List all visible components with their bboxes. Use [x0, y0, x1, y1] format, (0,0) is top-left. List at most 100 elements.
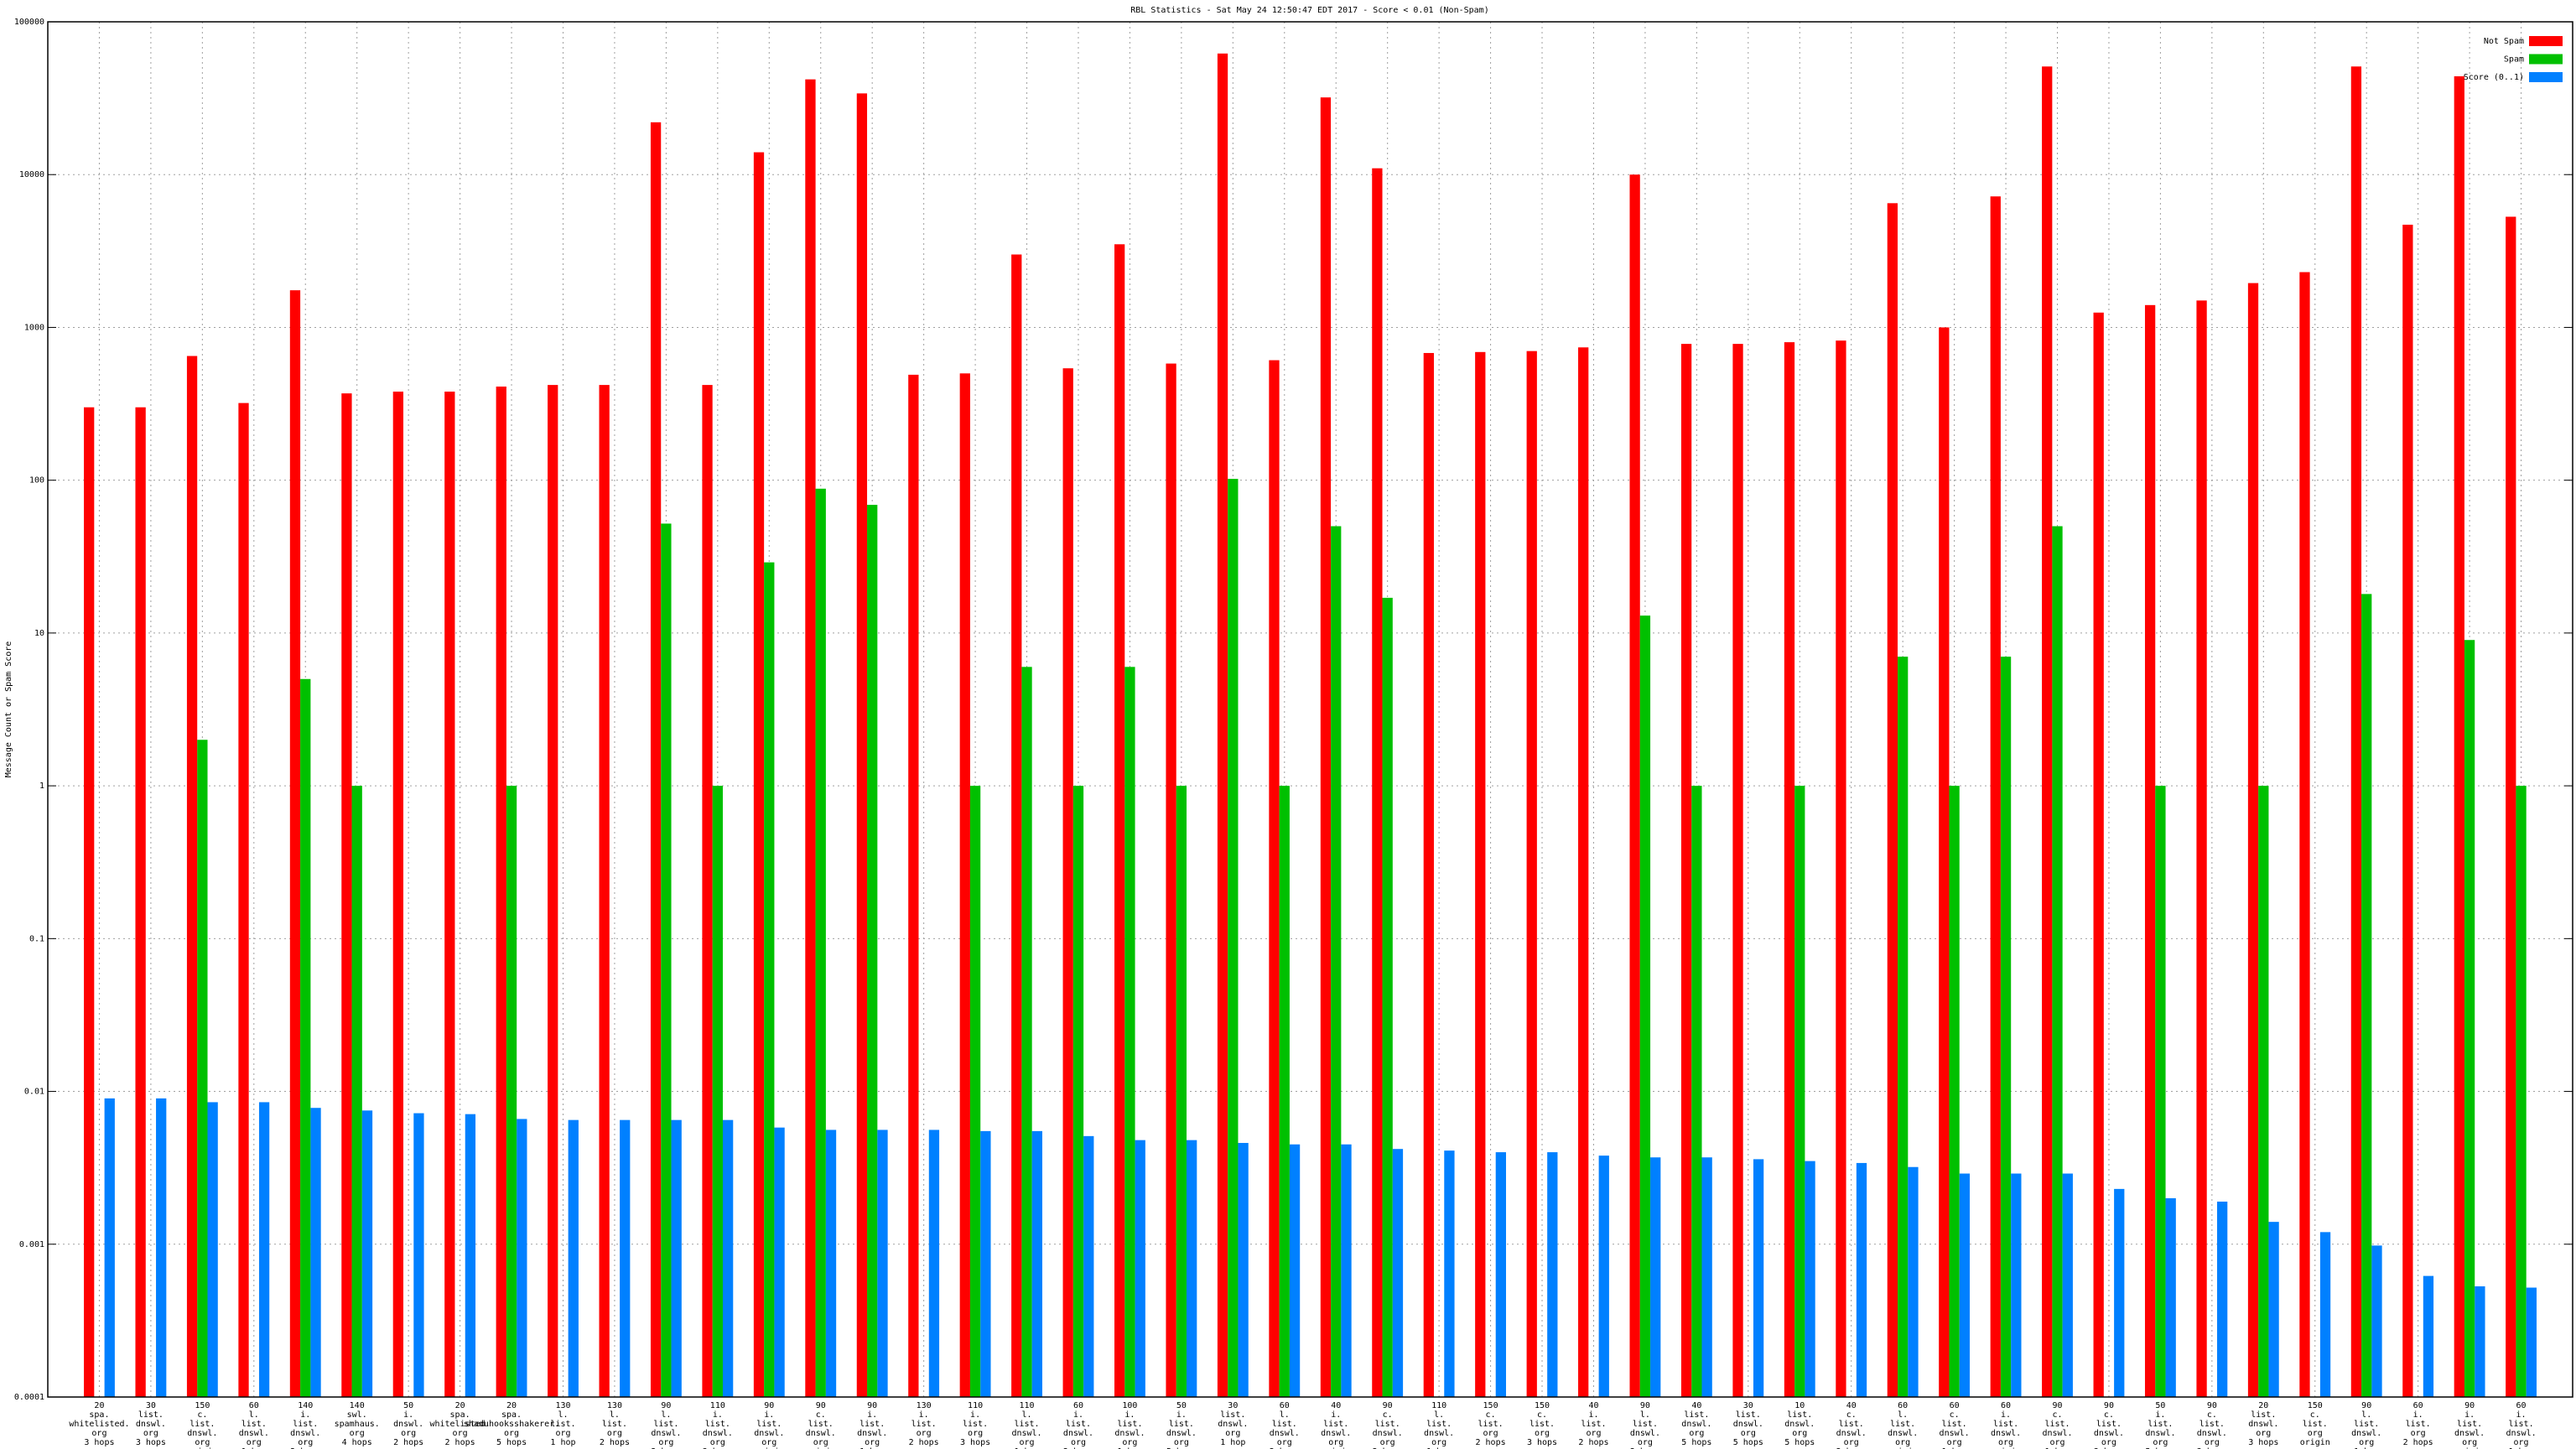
bar [1475, 351, 1486, 1398]
bar [2114, 1188, 2125, 1397]
bar [1784, 342, 1795, 1397]
bar [1836, 340, 1846, 1398]
legend-label: Spam [2504, 55, 2524, 65]
bar [2475, 1286, 2485, 1397]
bar [568, 1119, 579, 1397]
bar [2196, 300, 2207, 1397]
bar [867, 505, 878, 1397]
bar [104, 1098, 115, 1397]
chart-title: RBL Statistics - Sat May 24 12:50:47 EDT… [1130, 6, 1488, 15]
bar [620, 1119, 631, 1397]
bar [1382, 597, 1393, 1397]
bar [2454, 75, 2464, 1398]
bar [712, 786, 723, 1397]
bar [2423, 1275, 2434, 1397]
bar [548, 385, 558, 1397]
bar [1949, 786, 1960, 1397]
y-tick-label: 0.01 [24, 1088, 44, 1097]
bar [1732, 344, 1743, 1398]
bar [1083, 1135, 1094, 1397]
bar [1238, 1143, 1249, 1397]
bar [1856, 1162, 1867, 1397]
x-tick-label: 30 list. dnswl. org 3 hops [136, 1401, 166, 1447]
bar [2052, 526, 2063, 1397]
bar [1495, 1152, 1507, 1397]
y-tick-label: 0.001 [19, 1240, 44, 1249]
y-tick-label: 100 [29, 476, 44, 486]
legend-swatch [2529, 54, 2563, 65]
bar [444, 392, 455, 1397]
y-tick-label: 1000 [24, 323, 44, 332]
y-tick-label: 100000 [14, 18, 44, 27]
bar [2516, 786, 2527, 1397]
bar [1392, 1149, 1404, 1397]
bar [2402, 224, 2413, 1397]
x-tick-label: 30 list. dnswl. org 5 hops [1733, 1401, 1763, 1447]
x-tick-label: 60 i. list. org 2 hops [2403, 1401, 2433, 1447]
bar [413, 1113, 424, 1397]
bar [928, 1130, 940, 1397]
bar [815, 488, 826, 1397]
bar [2165, 1197, 2176, 1397]
bar [1639, 615, 1651, 1397]
bar [341, 393, 352, 1397]
bar [1691, 786, 1702, 1397]
x-tick-label: 130 l. list. org 1 hop [550, 1401, 575, 1447]
y-tick-label: 0.1 [29, 934, 44, 943]
x-tick-label: 20 spa. whitelisted. org 3 hops [69, 1401, 129, 1447]
bar [1547, 1152, 1558, 1397]
y-tick-label: 10000 [19, 170, 44, 179]
bar [2247, 283, 2259, 1397]
x-tick-label: 150 c. list. org 2 hops [1476, 1401, 1506, 1447]
bar [2361, 594, 2372, 1397]
bar [805, 79, 816, 1398]
plot-frame [47, 21, 2573, 1398]
bar [908, 374, 919, 1398]
bar [764, 562, 775, 1397]
bar [2526, 1287, 2537, 1397]
bar [1908, 1166, 1919, 1397]
bar [1887, 203, 1898, 1397]
bar [289, 290, 301, 1398]
bar [671, 1119, 682, 1397]
bar [207, 1102, 218, 1397]
bar [1598, 1156, 1609, 1397]
bar [2144, 304, 2156, 1398]
x-tick-label: 130 i. list. org 2 hops [909, 1401, 939, 1447]
bar [1011, 254, 1022, 1398]
bar [1176, 786, 1187, 1397]
bar [1031, 1130, 1042, 1397]
bar [1021, 667, 1032, 1397]
x-tick-label: 150 c. list. org 3 hops [1527, 1401, 1557, 1447]
bar [2268, 1222, 2279, 1397]
bar [1444, 1150, 1455, 1397]
legend-label: Score (0..1) [2464, 73, 2524, 82]
bar [753, 152, 765, 1397]
y-tick-label: 10 [34, 629, 44, 638]
bar [2155, 786, 2166, 1397]
x-tick-label: 50 i. dnswl. org 2 hops [393, 1401, 423, 1447]
bar [1124, 667, 1135, 1397]
bar [238, 402, 249, 1397]
bar [1526, 351, 1537, 1397]
bar [1372, 168, 1383, 1397]
x-tick-label: 20 spa. whitelisted. org 2 hops [429, 1401, 490, 1447]
bar [980, 1130, 991, 1397]
bar [650, 122, 662, 1397]
bar [877, 1130, 888, 1397]
bar [661, 523, 672, 1397]
